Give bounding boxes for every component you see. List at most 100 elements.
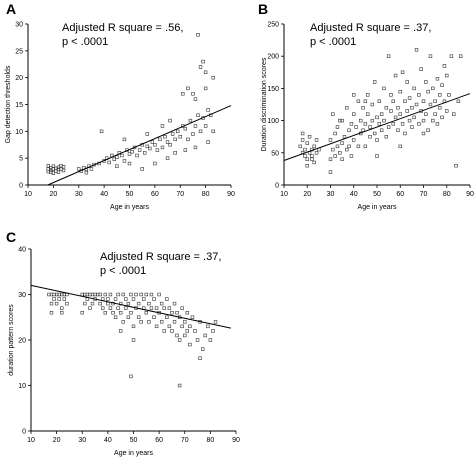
data-point [107, 160, 111, 165]
data-point [203, 333, 207, 338]
data-point [168, 118, 172, 123]
data-point [173, 137, 177, 142]
data-point [111, 310, 115, 315]
data-point [103, 292, 108, 297]
x-tick-label: 30 [78, 437, 86, 444]
x-tick-label: 60 [396, 191, 404, 198]
data-point [335, 125, 340, 129]
data-point [52, 297, 56, 301]
data-point [431, 86, 435, 91]
data-point [213, 320, 218, 324]
data-point [126, 301, 131, 306]
data-point [407, 118, 412, 123]
data-point [335, 144, 340, 149]
data-point [120, 153, 124, 158]
data-point [142, 297, 146, 301]
data-point [403, 99, 407, 103]
data-point [101, 306, 105, 310]
y-tick-label: 200 [267, 54, 279, 61]
panel-letter: C [6, 229, 16, 245]
data-point [185, 329, 190, 333]
data-point [300, 131, 305, 136]
data-point [180, 306, 184, 310]
data-point [77, 167, 81, 171]
data-point [158, 137, 162, 142]
data-point [424, 112, 428, 116]
data-point [361, 106, 365, 110]
data-point [328, 170, 333, 174]
x-tick-label: 10 [24, 191, 32, 198]
data-point [419, 67, 423, 71]
data-point [122, 159, 127, 163]
data-point [148, 146, 152, 151]
data-point [384, 106, 388, 110]
data-point [118, 329, 123, 333]
data-point [438, 93, 442, 97]
data-point [126, 315, 131, 319]
data-point [310, 154, 314, 158]
data-point [398, 89, 402, 94]
data-point [155, 148, 160, 152]
x-tick-label: 10 [280, 191, 288, 198]
data-point [454, 163, 458, 168]
data-point [183, 126, 188, 131]
data-point [200, 347, 205, 351]
data-point [188, 342, 192, 347]
data-point [347, 128, 351, 132]
data-point [356, 99, 361, 103]
data-point [354, 125, 358, 129]
data-point [172, 301, 177, 306]
y-tick-label: 40 [18, 247, 26, 254]
data-point [431, 118, 435, 123]
data-point [203, 124, 208, 128]
data-point [167, 306, 172, 310]
stat-annotation-line: Adjusted R square = .37, [310, 22, 431, 34]
data-point [157, 292, 161, 297]
stat-annotation-line: p < .0001 [100, 265, 146, 277]
data-point [61, 165, 66, 169]
data-point [147, 301, 151, 306]
data-point [328, 157, 333, 161]
data-point [370, 102, 375, 107]
data-point [89, 167, 94, 171]
data-point [140, 167, 144, 171]
data-point [181, 92, 185, 96]
data-point [144, 292, 149, 297]
data-point [127, 152, 132, 156]
data-point [152, 315, 156, 319]
x-tick-label: 50 [130, 437, 138, 444]
data-point [54, 301, 59, 306]
data-point [108, 292, 113, 297]
data-point [433, 112, 437, 116]
data-point [300, 138, 305, 142]
data-point [88, 306, 92, 310]
data-point [433, 99, 437, 103]
data-point [363, 99, 368, 103]
data-point [60, 306, 64, 310]
data-point [352, 112, 356, 116]
data-point [426, 89, 430, 94]
y-tick-label: 100 [267, 118, 279, 125]
data-point [363, 144, 368, 149]
data-point [149, 306, 154, 310]
data-point [331, 147, 335, 152]
data-point [208, 338, 213, 342]
regression-line [283, 93, 471, 161]
x-axis-label: Age in years [110, 204, 149, 211]
data-point [103, 310, 108, 315]
data-point [152, 297, 156, 301]
data-point [386, 54, 391, 58]
data-point [201, 59, 205, 64]
data-point [206, 324, 210, 329]
x-tick-label: 80 [202, 191, 210, 198]
data-point [203, 86, 208, 91]
x-axis-label: Age in years [358, 204, 397, 211]
data-point [131, 297, 136, 301]
data-point [170, 132, 175, 136]
data-point [211, 129, 215, 134]
data-point [61, 168, 66, 173]
data-point [328, 138, 333, 142]
data-point [386, 125, 391, 129]
data-point [165, 315, 169, 319]
data-point [417, 93, 421, 97]
